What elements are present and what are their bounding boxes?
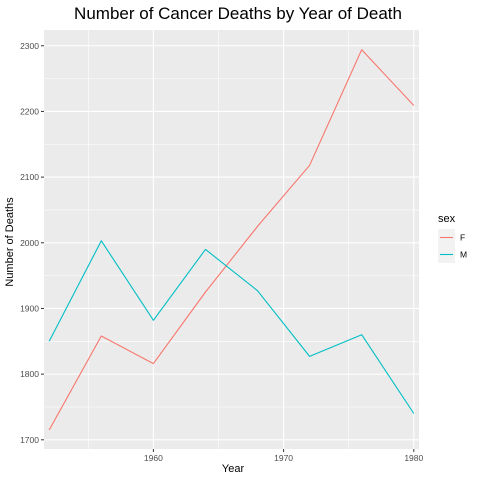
y-tick-label: 2300 bbox=[20, 41, 39, 51]
grid-minor bbox=[44, 30, 419, 449]
series-line-m bbox=[48, 240, 415, 414]
legend-label-m: M bbox=[460, 250, 467, 260]
plot-panel bbox=[44, 30, 419, 449]
legend-label-f: F bbox=[460, 233, 465, 243]
y-tick-label: 1700 bbox=[20, 435, 39, 445]
legend: sex FM bbox=[438, 213, 467, 263]
y-axis-ticks: 1700 1800 1900 2000 2100 2200 2300 bbox=[20, 41, 44, 445]
x-tick-label: 1960 bbox=[144, 453, 163, 463]
chart-title: Number of Cancer Deaths by Year of Death bbox=[74, 4, 402, 23]
y-axis-title: Number of Deaths bbox=[4, 197, 16, 287]
x-axis-ticks: 1960 1970 1980 bbox=[144, 449, 424, 463]
y-tick-label: 1900 bbox=[20, 303, 39, 313]
x-tick-label: 1980 bbox=[404, 453, 423, 463]
grid-major bbox=[44, 30, 419, 449]
legend-title: sex bbox=[438, 213, 456, 225]
y-tick-label: 1800 bbox=[20, 369, 39, 379]
series-lines bbox=[48, 49, 415, 431]
x-tick-label: 1970 bbox=[274, 453, 293, 463]
x-axis-title: Year bbox=[222, 463, 245, 475]
y-tick-label: 2000 bbox=[20, 238, 39, 248]
y-tick-label: 2100 bbox=[20, 172, 39, 182]
y-tick-label: 2200 bbox=[20, 106, 39, 116]
series-line-f bbox=[48, 49, 415, 431]
